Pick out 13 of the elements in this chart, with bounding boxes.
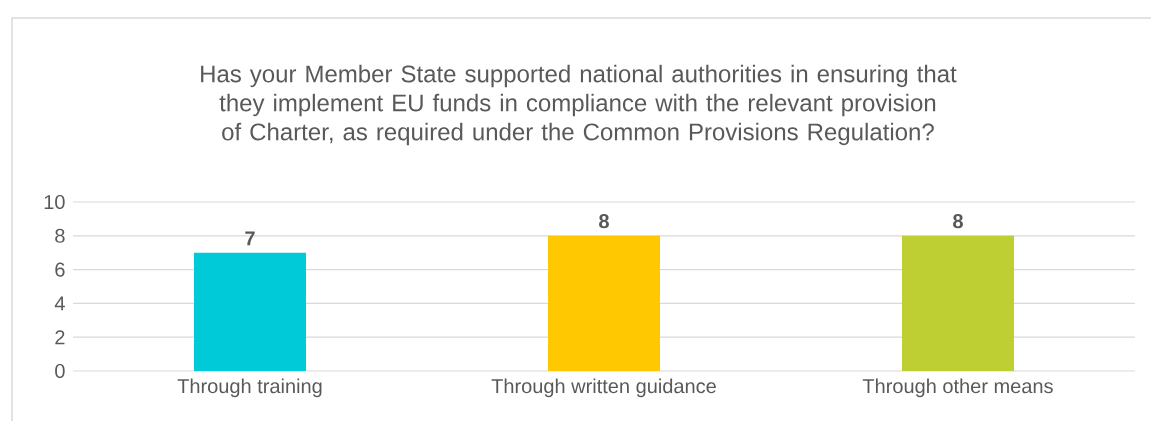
- y-tick-label: 6: [55, 262, 65, 277]
- x-tick-label: Through training: [177, 378, 322, 398]
- data-label: 7: [245, 231, 255, 246]
- y-tick-label: 8: [55, 228, 65, 243]
- chart-title: Has your Member State supported national authorities in ensuring that they implement EU funds in compliance with the relevant provision of Charter, as required under the Common Provisions Regulation?: [201, 64, 957, 146]
- x-tick-label: Through other means: [862, 378, 1053, 398]
- data-label: 8: [953, 214, 963, 229]
- y-tick-label: 0: [55, 363, 65, 379]
- data-label: 8: [599, 214, 609, 229]
- x-tick-label: Through written guidance: [491, 378, 716, 398]
- y-tick-label: 2: [55, 330, 65, 345]
- y-tick-label: 10: [44, 194, 65, 210]
- y-tick-label: 4: [54, 296, 65, 311]
